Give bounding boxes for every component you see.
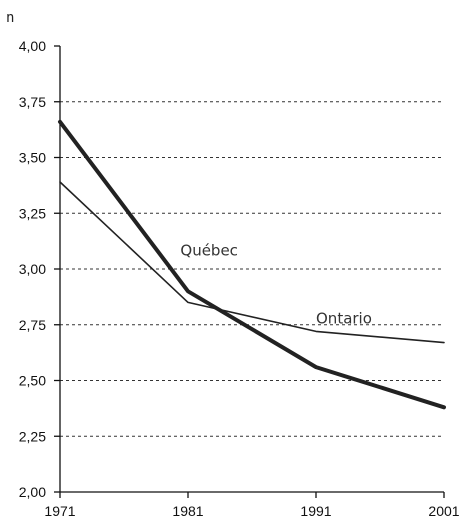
y-tick-label: 2,75 (19, 317, 46, 333)
gridlines (60, 101, 444, 437)
y-tick-label: 2,00 (19, 484, 46, 500)
x-tick-label: 1991 (300, 503, 331, 519)
x-tick-label: 1971 (44, 503, 75, 519)
series-line-ontario (59, 181, 445, 344)
series-labels: Québec Ontario (180, 241, 372, 327)
x-tick-label: 1981 (172, 503, 203, 519)
series-label-quebec: Québec (180, 241, 238, 259)
y-tick-label: 3,50 (19, 150, 46, 166)
y-tick-label: 3,00 (19, 261, 46, 277)
series-line-quebec (58, 119, 446, 410)
y-tick-label: 3,75 (19, 94, 46, 110)
x-tick-label: 2001 (428, 503, 459, 519)
y-tick-label: 2,50 (19, 373, 46, 389)
y-tick-label: 4,00 (19, 38, 46, 54)
axes: 2,00 2,25 2,50 2,75 3,00 3,25 3,50 3,75 4,00 1971… (19, 38, 460, 519)
series-label-ontario: Ontario (316, 309, 372, 327)
y-tick-label: 2,25 (19, 428, 46, 444)
series-lines (58, 119, 446, 410)
y-tick-label: 3,25 (19, 205, 46, 221)
y-axis-unit-label: n (6, 10, 14, 26)
